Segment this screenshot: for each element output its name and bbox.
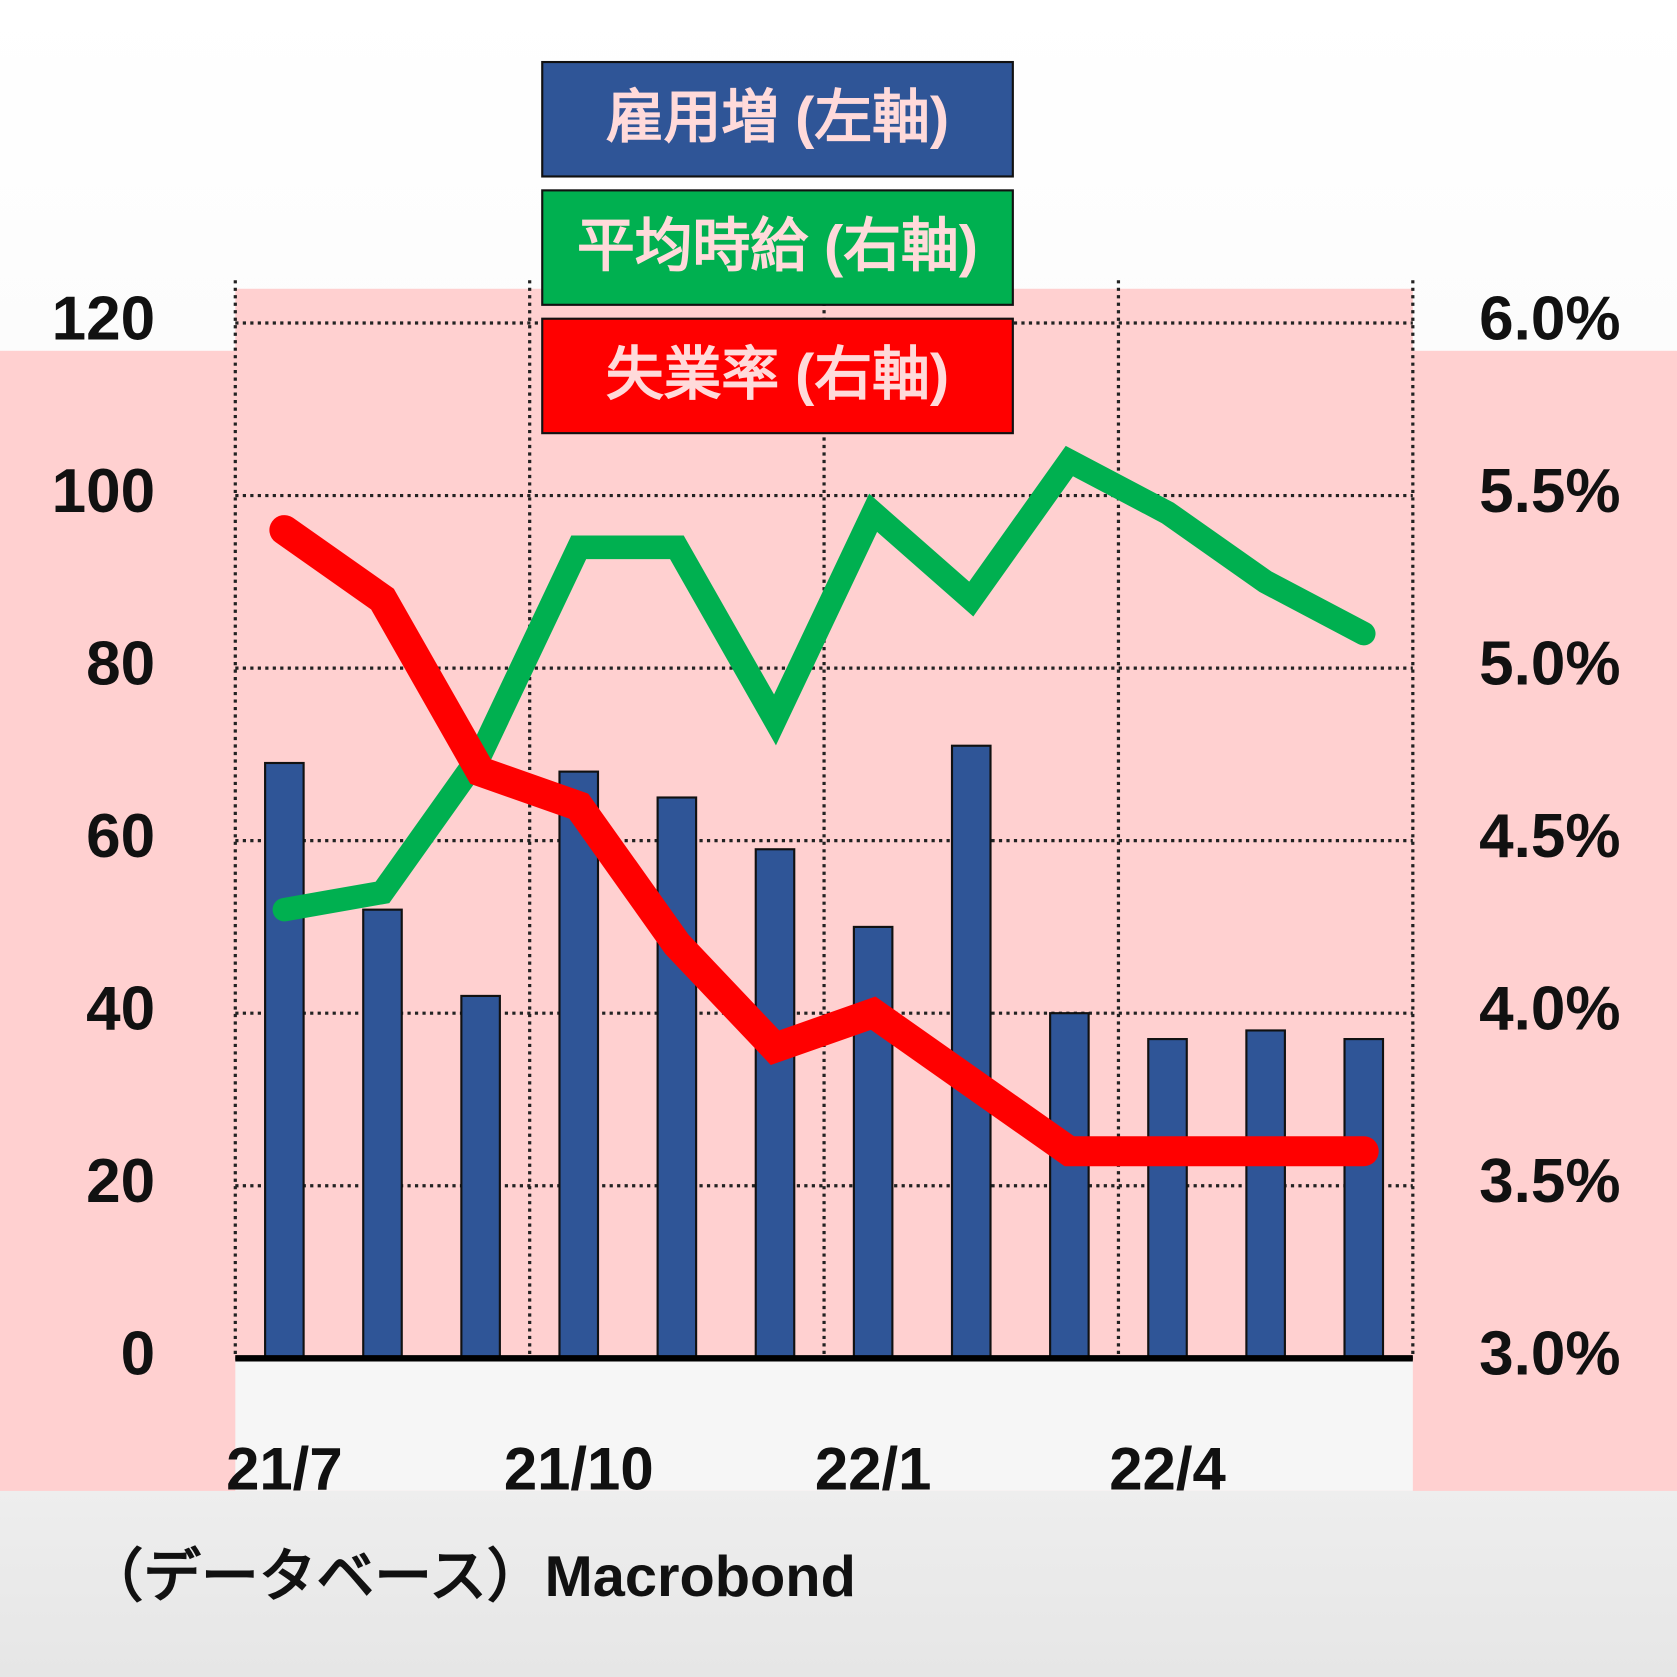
y2-tick-label: 3.0%	[1479, 1320, 1620, 1389]
legend-label: 失業率 (右軸)	[606, 343, 949, 407]
legend-swatch	[541, 317, 1014, 435]
x-tick-label: 21/10	[504, 1436, 654, 1503]
y-tick-label: 40	[86, 975, 155, 1044]
y-tick-label: 20	[86, 1147, 155, 1216]
legend-label: 雇用増 (左軸)	[606, 86, 949, 150]
line	[272, 445, 1376, 922]
bar	[460, 994, 501, 1360]
legend-swatch	[541, 60, 1014, 178]
x-tick-label: 22/4	[1109, 1436, 1226, 1503]
bar	[1049, 1012, 1090, 1360]
y2-tick-label: 4.5%	[1479, 802, 1620, 871]
bar	[558, 770, 600, 1360]
bar	[1343, 1038, 1385, 1360]
y2-tick-label: 5.0%	[1479, 629, 1620, 698]
legend-swatch	[541, 189, 1014, 306]
bar	[950, 744, 992, 1360]
x-tick-label: 21/7	[226, 1436, 343, 1503]
bar	[362, 908, 403, 1360]
y-tick-label: 120	[52, 284, 155, 353]
y-tick-label: 0	[121, 1320, 155, 1389]
legend-label: 平均時給 (右軸)	[577, 215, 978, 279]
source: （データベース）Macrobond	[86, 1544, 856, 1609]
y2-tick-label: 3.5%	[1479, 1147, 1620, 1216]
y2-tick-label: 6.0%	[1479, 284, 1620, 353]
bar	[656, 796, 698, 1360]
y2-tick-label: 4.0%	[1479, 975, 1620, 1044]
y-tick-label: 80	[86, 629, 155, 698]
line	[269, 515, 1379, 1167]
y-tick-label: 60	[86, 802, 155, 871]
x-tick-label: 22/1	[815, 1436, 932, 1503]
plot-background	[0, 350, 1677, 1491]
y2-tick-label: 5.5%	[1479, 457, 1620, 526]
bar	[264, 761, 305, 1360]
bar	[852, 925, 894, 1360]
axis-band	[235, 1360, 1413, 1491]
bar	[1245, 1029, 1286, 1360]
bar	[754, 848, 796, 1360]
y-tick-label: 100	[52, 457, 155, 526]
bar	[1147, 1038, 1188, 1360]
